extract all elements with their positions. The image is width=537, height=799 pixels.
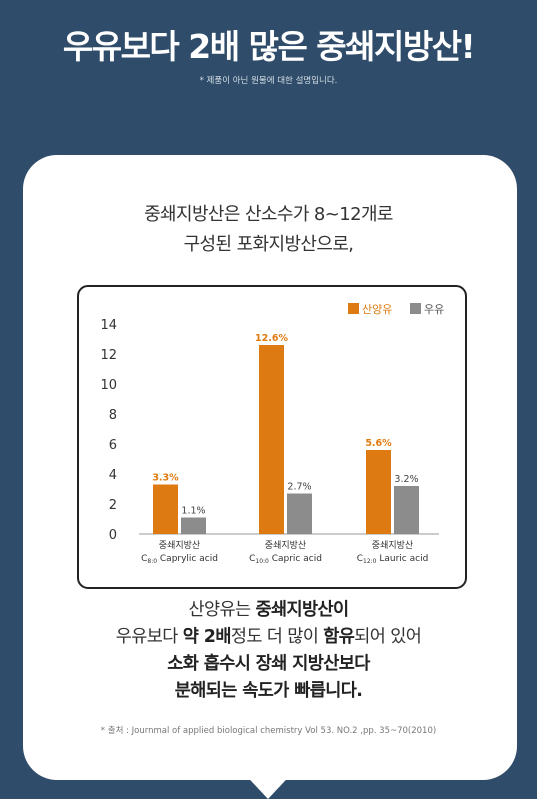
y-tick-label-6: 6 <box>109 438 117 453</box>
summary-line-2-a: 우유보다 <box>115 627 183 647</box>
summary-line-4: 분해되는 속도가 빠릅니다. <box>0 678 537 705</box>
data-label-goat-milk-0: 3.3% <box>152 473 179 484</box>
page-title: 우유보다 2배 많은 중쇄지방산! <box>62 27 476 66</box>
legend-label-cow-milk: 우유 <box>424 303 444 316</box>
x-category-line2-0: C8:0 Caprylic acid <box>141 554 218 565</box>
summary-line-1-plain: 산양유는 <box>188 600 256 620</box>
data-label-goat-milk-1: 12.6% <box>255 333 288 344</box>
data-label-cow-milk-2: 3.2% <box>394 474 418 485</box>
summary-line-3-bold: 소화 흡수시 장쇄 지방산보다 <box>167 654 370 674</box>
x-category-line1-0: 중쇄지방산 <box>159 540 200 551</box>
bar-chart: 0 2 4 6 8 10 12 14 3.3% 1.1% 중쇄지방산 C8:0 Caprylic ac… <box>100 303 444 565</box>
summary-text: 산양유는 중쇄지방산이 우유보다 약 2배정도 더 많이 함유되어 있어 소화 … <box>0 597 537 705</box>
y-tick-label-12: 12 <box>100 348 117 363</box>
summary-line-2: 우유보다 약 2배정도 더 많이 함유되어 있어 <box>0 624 537 651</box>
summary-line-2-e: 되어 있어 <box>354 627 422 647</box>
data-label-cow-milk-1: 2.7% <box>287 482 311 493</box>
data-label-cow-milk-0: 1.1% <box>181 506 205 517</box>
y-tick-label-8: 8 <box>109 408 117 423</box>
x-category-line2-1: C10:0 Capric acid <box>249 554 322 565</box>
bar-cow-milk-1 <box>287 493 312 534</box>
y-tick-label-0: 0 <box>109 528 117 543</box>
legend-swatch-cow-milk <box>410 303 421 314</box>
x-category-line1-1: 중쇄지방산 <box>265 540 306 551</box>
x-category-line1-2: 중쇄지방산 <box>372 540 413 551</box>
legend-swatch-goat-milk <box>348 303 359 314</box>
intro-text: 중쇄지방산은 산소수가 8~12개로 구성된 포화지방산으로, <box>0 200 537 260</box>
y-tick-label-10: 10 <box>100 378 117 393</box>
source-citation: * 출처 : Journmal of applied biological ch… <box>100 726 437 736</box>
bar-goat-milk-0 <box>153 484 178 534</box>
data-label-goat-milk-2: 5.6% <box>365 438 392 449</box>
summary-line-1: 산양유는 중쇄지방산이 <box>0 597 537 624</box>
intro-line-1: 중쇄지방산은 산소수가 8~12개로 <box>144 204 393 225</box>
chart-frame: 0 2 4 6 8 10 12 14 3.3% 1.1% 중쇄지방산 C8:0 Caprylic ac… <box>77 285 467 589</box>
bar-goat-milk-2 <box>366 450 391 534</box>
y-tick-label-2: 2 <box>109 498 117 513</box>
bar-cow-milk-2 <box>394 486 419 534</box>
x-category-line2-2: C12:0 Lauric acid <box>357 554 429 565</box>
legend-label-goat-milk: 산양유 <box>362 303 392 316</box>
bar-cow-milk-0 <box>181 517 206 534</box>
bar-goat-milk-1 <box>259 345 284 534</box>
y-tick-label-14: 14 <box>100 318 117 333</box>
summary-line-4-bold: 분해되는 속도가 빠릅니다. <box>174 681 363 701</box>
speech-bubble-tail <box>239 768 297 799</box>
summary-line-2-d: 함유 <box>323 627 355 647</box>
summary-line-1-bold: 중쇄지방산이 <box>255 600 349 620</box>
intro-line-2: 구성된 포화지방산으로, <box>183 234 354 255</box>
summary-line-2-c: 정도 더 많이 <box>230 627 324 647</box>
summary-line-3: 소화 흡수시 장쇄 지방산보다 <box>0 651 537 678</box>
disclaimer-note: * 제품이 아닌 원물에 대한 설명입니다. <box>199 76 338 86</box>
summary-line-2-b: 약 2배 <box>182 627 232 647</box>
y-tick-label-4: 4 <box>109 468 117 483</box>
